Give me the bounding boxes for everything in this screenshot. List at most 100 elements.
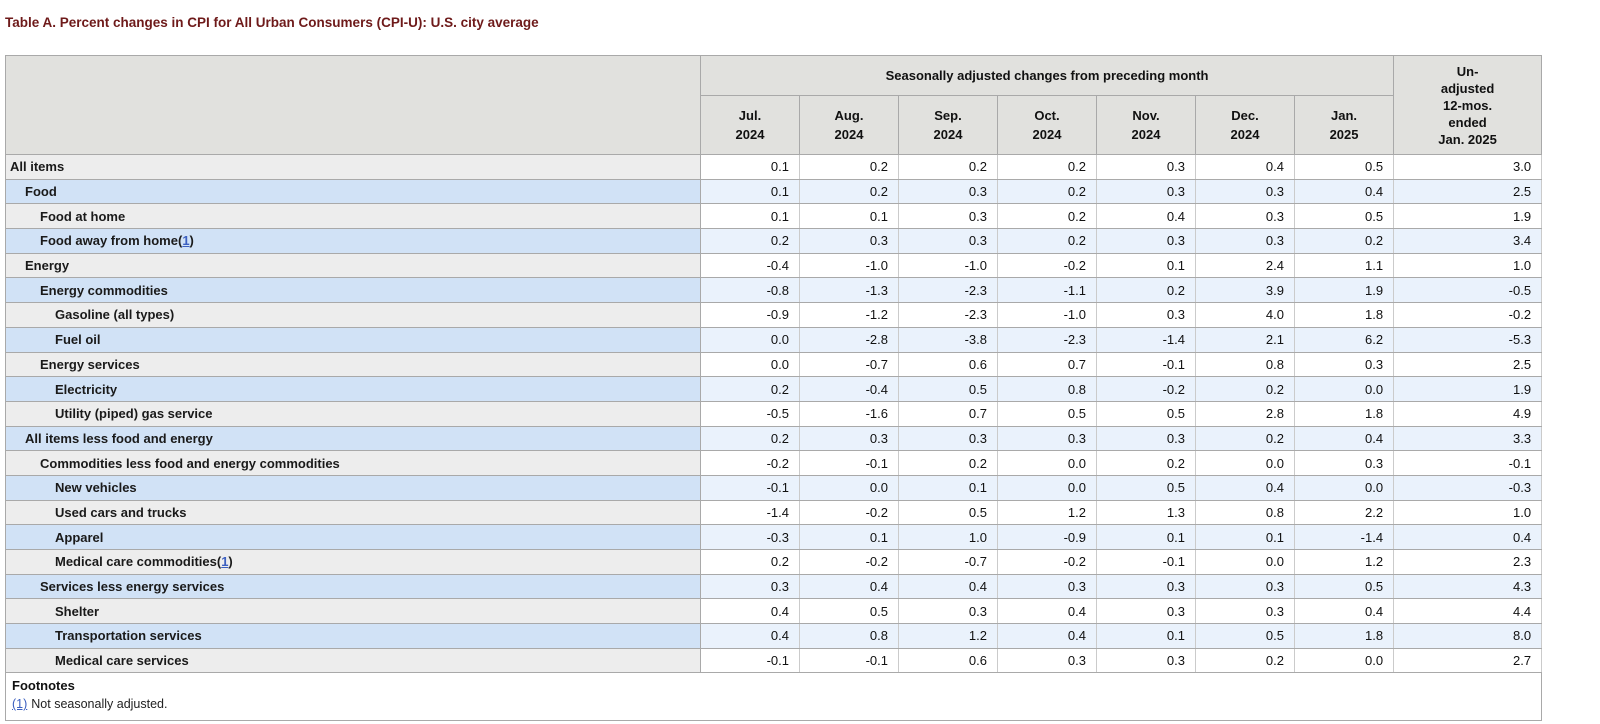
- value-cell: 0.3: [898, 228, 998, 254]
- value-cell: 0.2: [997, 228, 1097, 254]
- value-cell: 0.4: [1393, 524, 1543, 550]
- footnote-1-link[interactable]: (1): [12, 697, 28, 712]
- value-cell: 1.9: [1293, 277, 1395, 304]
- value-cell: -0.2: [997, 549, 1097, 575]
- value-cell: 0.0: [700, 326, 800, 353]
- value-cell: 0.3: [1293, 450, 1395, 476]
- value-cell: 0.4: [799, 573, 899, 600]
- column-header-jul-2024: Jul. 2024: [700, 95, 800, 155]
- value-cell: -0.2: [700, 450, 800, 476]
- stub-header: [5, 55, 701, 155]
- value-cell: -1.6: [799, 400, 899, 427]
- value-cell: 2.5: [1393, 351, 1543, 378]
- value-cell: -0.7: [799, 351, 899, 378]
- value-cell: 0.3: [700, 573, 800, 600]
- table-row: Medical care services -0.1 -0.1 0.6 0.3 0.3 0.…: [5, 647, 1543, 674]
- value-cell: 1.0: [1393, 252, 1543, 279]
- row-label: Food: [5, 178, 701, 205]
- value-cell: 0.3: [1096, 178, 1196, 205]
- value-cell: 0.3: [997, 573, 1097, 600]
- value-cell: 1.0: [898, 524, 998, 550]
- value-cell: 6.2: [1293, 326, 1395, 353]
- footnotes-cell: Footnotes (1) Not seasonally adjusted.: [4, 672, 1543, 722]
- footnote-1-text: Not seasonally adjusted.: [31, 697, 168, 712]
- row-label: Fuel oil: [5, 326, 701, 353]
- value-cell: 0.0: [997, 450, 1097, 476]
- value-cell: 0.2: [799, 178, 899, 205]
- table-row: Used cars and trucks -1.4 -0.2 0.5 1.2 1.3 0.8…: [5, 499, 1543, 526]
- value-cell: 0.4: [997, 598, 1097, 625]
- value-cell: 0.1: [1096, 623, 1196, 649]
- value-cell: 0.2: [1195, 647, 1295, 674]
- row-label: Utility (piped) gas service: [5, 400, 701, 427]
- row-label: Services less energy services: [5, 573, 701, 600]
- value-cell: 2.2: [1293, 499, 1395, 526]
- value-cell: -1.0: [799, 252, 899, 279]
- value-cell: 0.3: [997, 425, 1097, 452]
- row-label: Used cars and trucks: [5, 499, 701, 526]
- value-cell: 0.1: [700, 203, 800, 230]
- column-header-dec-2024: Dec. 2024: [1195, 95, 1295, 155]
- value-cell: 1.0: [1393, 499, 1543, 526]
- value-cell: 0.3: [1293, 351, 1395, 378]
- value-cell: -0.2: [799, 499, 899, 526]
- value-cell: 0.1: [898, 474, 998, 501]
- footnote-link[interactable]: 1: [221, 554, 229, 570]
- value-cell: 0.0: [997, 474, 1097, 501]
- value-cell: 0.3: [1195, 178, 1295, 205]
- value-cell: 0.3: [1096, 573, 1196, 600]
- footnote-link[interactable]: 1: [182, 233, 190, 249]
- table-row: Food at home 0.1 0.1 0.3 0.2 0.4 0.3 0.5 1.9: [5, 203, 1543, 230]
- value-cell: 0.3: [1096, 647, 1196, 674]
- value-cell: 0.2: [997, 178, 1097, 205]
- table-row: Energy services 0.0 -0.7 0.6 0.7 -0.1 0.8 0.3 2.…: [5, 351, 1543, 378]
- value-cell: -0.3: [1393, 474, 1543, 501]
- value-cell: 0.1: [700, 154, 800, 180]
- table-row: Shelter 0.4 0.5 0.3 0.4 0.3 0.3 0.4 4.4: [5, 598, 1543, 625]
- value-cell: 0.1: [1096, 524, 1196, 550]
- value-cell: 0.3: [898, 425, 998, 452]
- value-cell: 0.4: [1293, 425, 1395, 452]
- value-cell: -0.5: [700, 400, 800, 427]
- table-row: All items 0.1 0.2 0.2 0.2 0.3 0.4 0.5 3.0: [5, 154, 1543, 180]
- value-cell: 0.2: [700, 549, 800, 575]
- value-cell: 0.2: [1293, 228, 1395, 254]
- value-cell: 0.3: [898, 598, 998, 625]
- value-cell: 0.3: [799, 228, 899, 254]
- value-cell: 2.7: [1393, 647, 1543, 674]
- value-cell: -1.4: [1293, 524, 1395, 550]
- row-label: All items less food and energy: [5, 425, 701, 452]
- column-header-jan-2025: Jan. 2025: [1293, 95, 1395, 155]
- value-cell: -0.2: [997, 252, 1097, 279]
- value-cell: 0.5: [1293, 573, 1395, 600]
- table-row: Fuel oil 0.0 -2.8 -3.8 -2.3 -1.4 2.1 6.2 -5.3: [5, 326, 1543, 353]
- value-cell: 0.2: [700, 228, 800, 254]
- value-cell: -0.1: [700, 647, 800, 674]
- row-label: Electricity: [5, 376, 701, 402]
- value-cell: -0.9: [997, 524, 1097, 550]
- value-cell: 0.3: [1195, 598, 1295, 625]
- value-cell: 0.5: [1293, 154, 1395, 180]
- value-cell: 0.8: [1195, 351, 1295, 378]
- value-cell: 0.3: [1096, 228, 1196, 254]
- row-label: New vehicles: [5, 474, 701, 501]
- value-cell: 0.2: [1195, 425, 1295, 452]
- value-cell: 3.3: [1393, 425, 1543, 452]
- value-cell: 0.0: [1293, 474, 1395, 501]
- value-cell: 0.5: [1195, 623, 1295, 649]
- value-cell: 0.3: [1195, 228, 1295, 254]
- value-cell: 0.4: [1293, 598, 1395, 625]
- row-label: Medical care services: [5, 647, 701, 674]
- value-cell: 0.4: [1293, 178, 1395, 205]
- value-cell: -0.5: [1393, 277, 1543, 304]
- value-cell: 4.4: [1393, 598, 1543, 625]
- value-cell: -0.2: [1096, 376, 1196, 402]
- value-cell: 0.5: [1096, 400, 1196, 427]
- value-cell: 0.6: [898, 647, 998, 674]
- value-cell: 0.4: [1195, 474, 1295, 501]
- value-cell: -0.8: [700, 277, 800, 304]
- value-cell: 0.5: [799, 598, 899, 625]
- value-cell: 0.5: [1293, 203, 1395, 230]
- table-row: Transportation services 0.4 0.8 1.2 0.4 0.1 0.…: [5, 623, 1543, 649]
- value-cell: 0.2: [799, 154, 899, 180]
